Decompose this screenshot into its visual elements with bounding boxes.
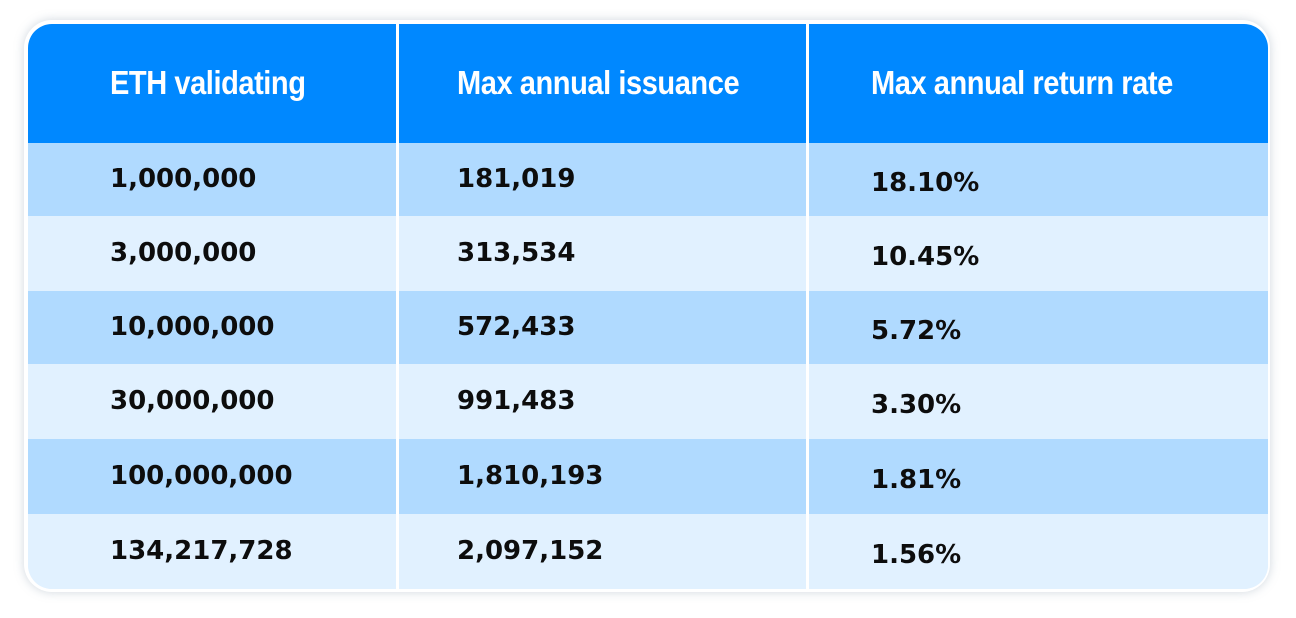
cell-eth-validating: 3,000,000 <box>28 216 399 291</box>
cell-max-annual-return-rate: 18.10% <box>871 167 980 198</box>
cell-max-annual-issuance: 181,019 <box>399 143 809 216</box>
cell-max-annual-return-rate: 1.81% <box>871 464 962 495</box>
header-max-annual-issuance: Max annual issuance <box>399 24 809 143</box>
cell-eth-validating: 30,000,000 <box>28 364 399 439</box>
cell-max-annual-issuance: 572,433 <box>399 291 809 364</box>
cell-max-annual-return-rate: 10.45% <box>871 241 980 272</box>
cell-max-annual-return-rate: 1.56% <box>871 539 962 570</box>
cell-max-annual-issuance: 2,097,152 <box>399 514 809 589</box>
table-row: 30,000,000 991,483 3.30% <box>28 364 1268 439</box>
cell-eth-validating: 1,000,000 <box>28 143 399 216</box>
cell-max-annual-issuance: 313,534 <box>399 216 809 291</box>
cell-eth-validating: 100,000,000 <box>28 439 399 514</box>
table-header-row: ETH validating Max annual issuance Max a… <box>28 24 1268 143</box>
table-row: 3,000,000 313,534 10.45% <box>28 216 1268 291</box>
cell-max-annual-issuance: 991,483 <box>399 364 809 439</box>
table-row: 134,217,728 2,097,152 1.56% <box>28 514 1268 589</box>
issuance-table: ETH validating Max annual issuance Max a… <box>28 24 1268 589</box>
cell-max-annual-return-rate: 3.30% <box>871 389 962 420</box>
cell-max-annual-return-rate: 5.72% <box>871 315 962 346</box>
cell-eth-validating: 134,217,728 <box>28 514 399 589</box>
header-eth-validating: ETH validating <box>28 24 399 143</box>
table-row: 100,000,000 1,810,193 1.81% <box>28 439 1268 514</box>
cell-eth-validating: 10,000,000 <box>28 291 399 364</box>
header-max-annual-return-rate: Max annual return rate <box>871 63 1173 101</box>
table-row: 10,000,000 572,433 5.72% <box>28 291 1268 364</box>
table-row: 1,000,000 181,019 18.10% <box>28 143 1268 216</box>
cell-max-annual-issuance: 1,810,193 <box>399 439 809 514</box>
